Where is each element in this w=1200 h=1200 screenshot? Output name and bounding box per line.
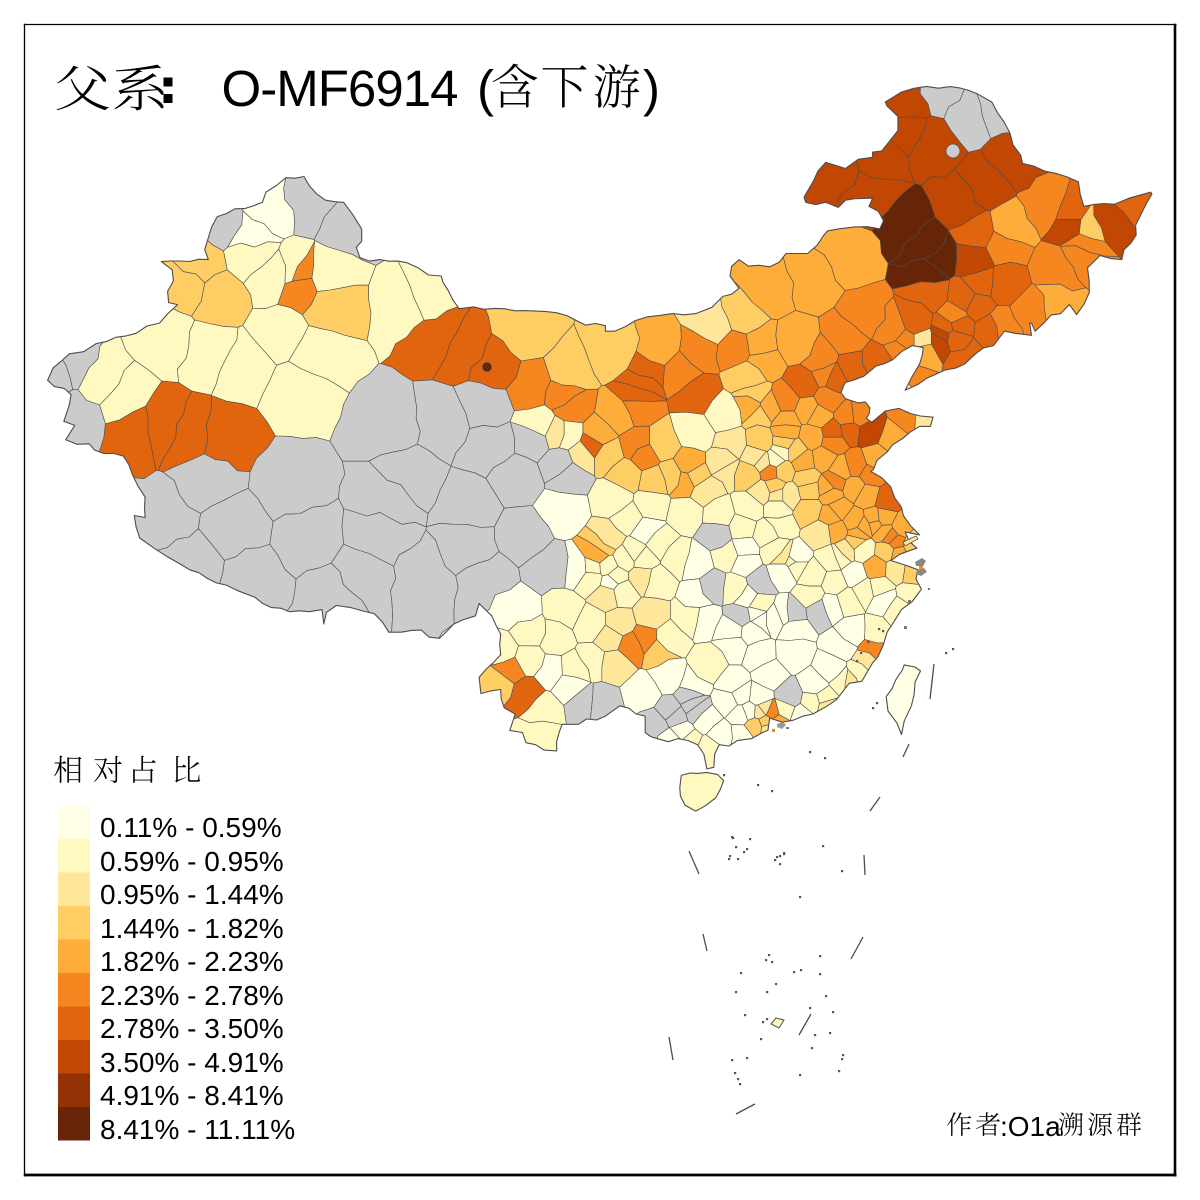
- svg-text:3.50% - 4.91%: 3.50% - 4.91%: [100, 1047, 284, 1078]
- svg-text:2.23% - 2.78%: 2.23% - 2.78%: [100, 980, 284, 1011]
- svg-text:): ): [643, 60, 660, 117]
- svg-text:2.78% - 3.50%: 2.78% - 3.50%: [100, 1013, 284, 1044]
- svg-text:0.59% - 0.95%: 0.59% - 0.95%: [100, 846, 284, 877]
- svg-text:(: (: [477, 60, 494, 117]
- svg-text:0.95% - 1.44%: 0.95% - 1.44%: [100, 879, 284, 910]
- svg-text:O-MF6914: O-MF6914: [222, 60, 459, 117]
- svg-text:1.44% - 1.82%: 1.44% - 1.82%: [100, 913, 284, 944]
- svg-text:8.41% - 11.11%: 8.41% - 11.11%: [100, 1114, 295, 1145]
- svg-text:0.11% - 0.59%: 0.11% - 0.59%: [100, 812, 282, 843]
- svg-text:1.82% - 2.23%: 1.82% - 2.23%: [100, 946, 284, 977]
- svg-text::O1a: :O1a: [1000, 1111, 1061, 1142]
- svg-text:4.91% - 8.41%: 4.91% - 8.41%: [100, 1080, 284, 1111]
